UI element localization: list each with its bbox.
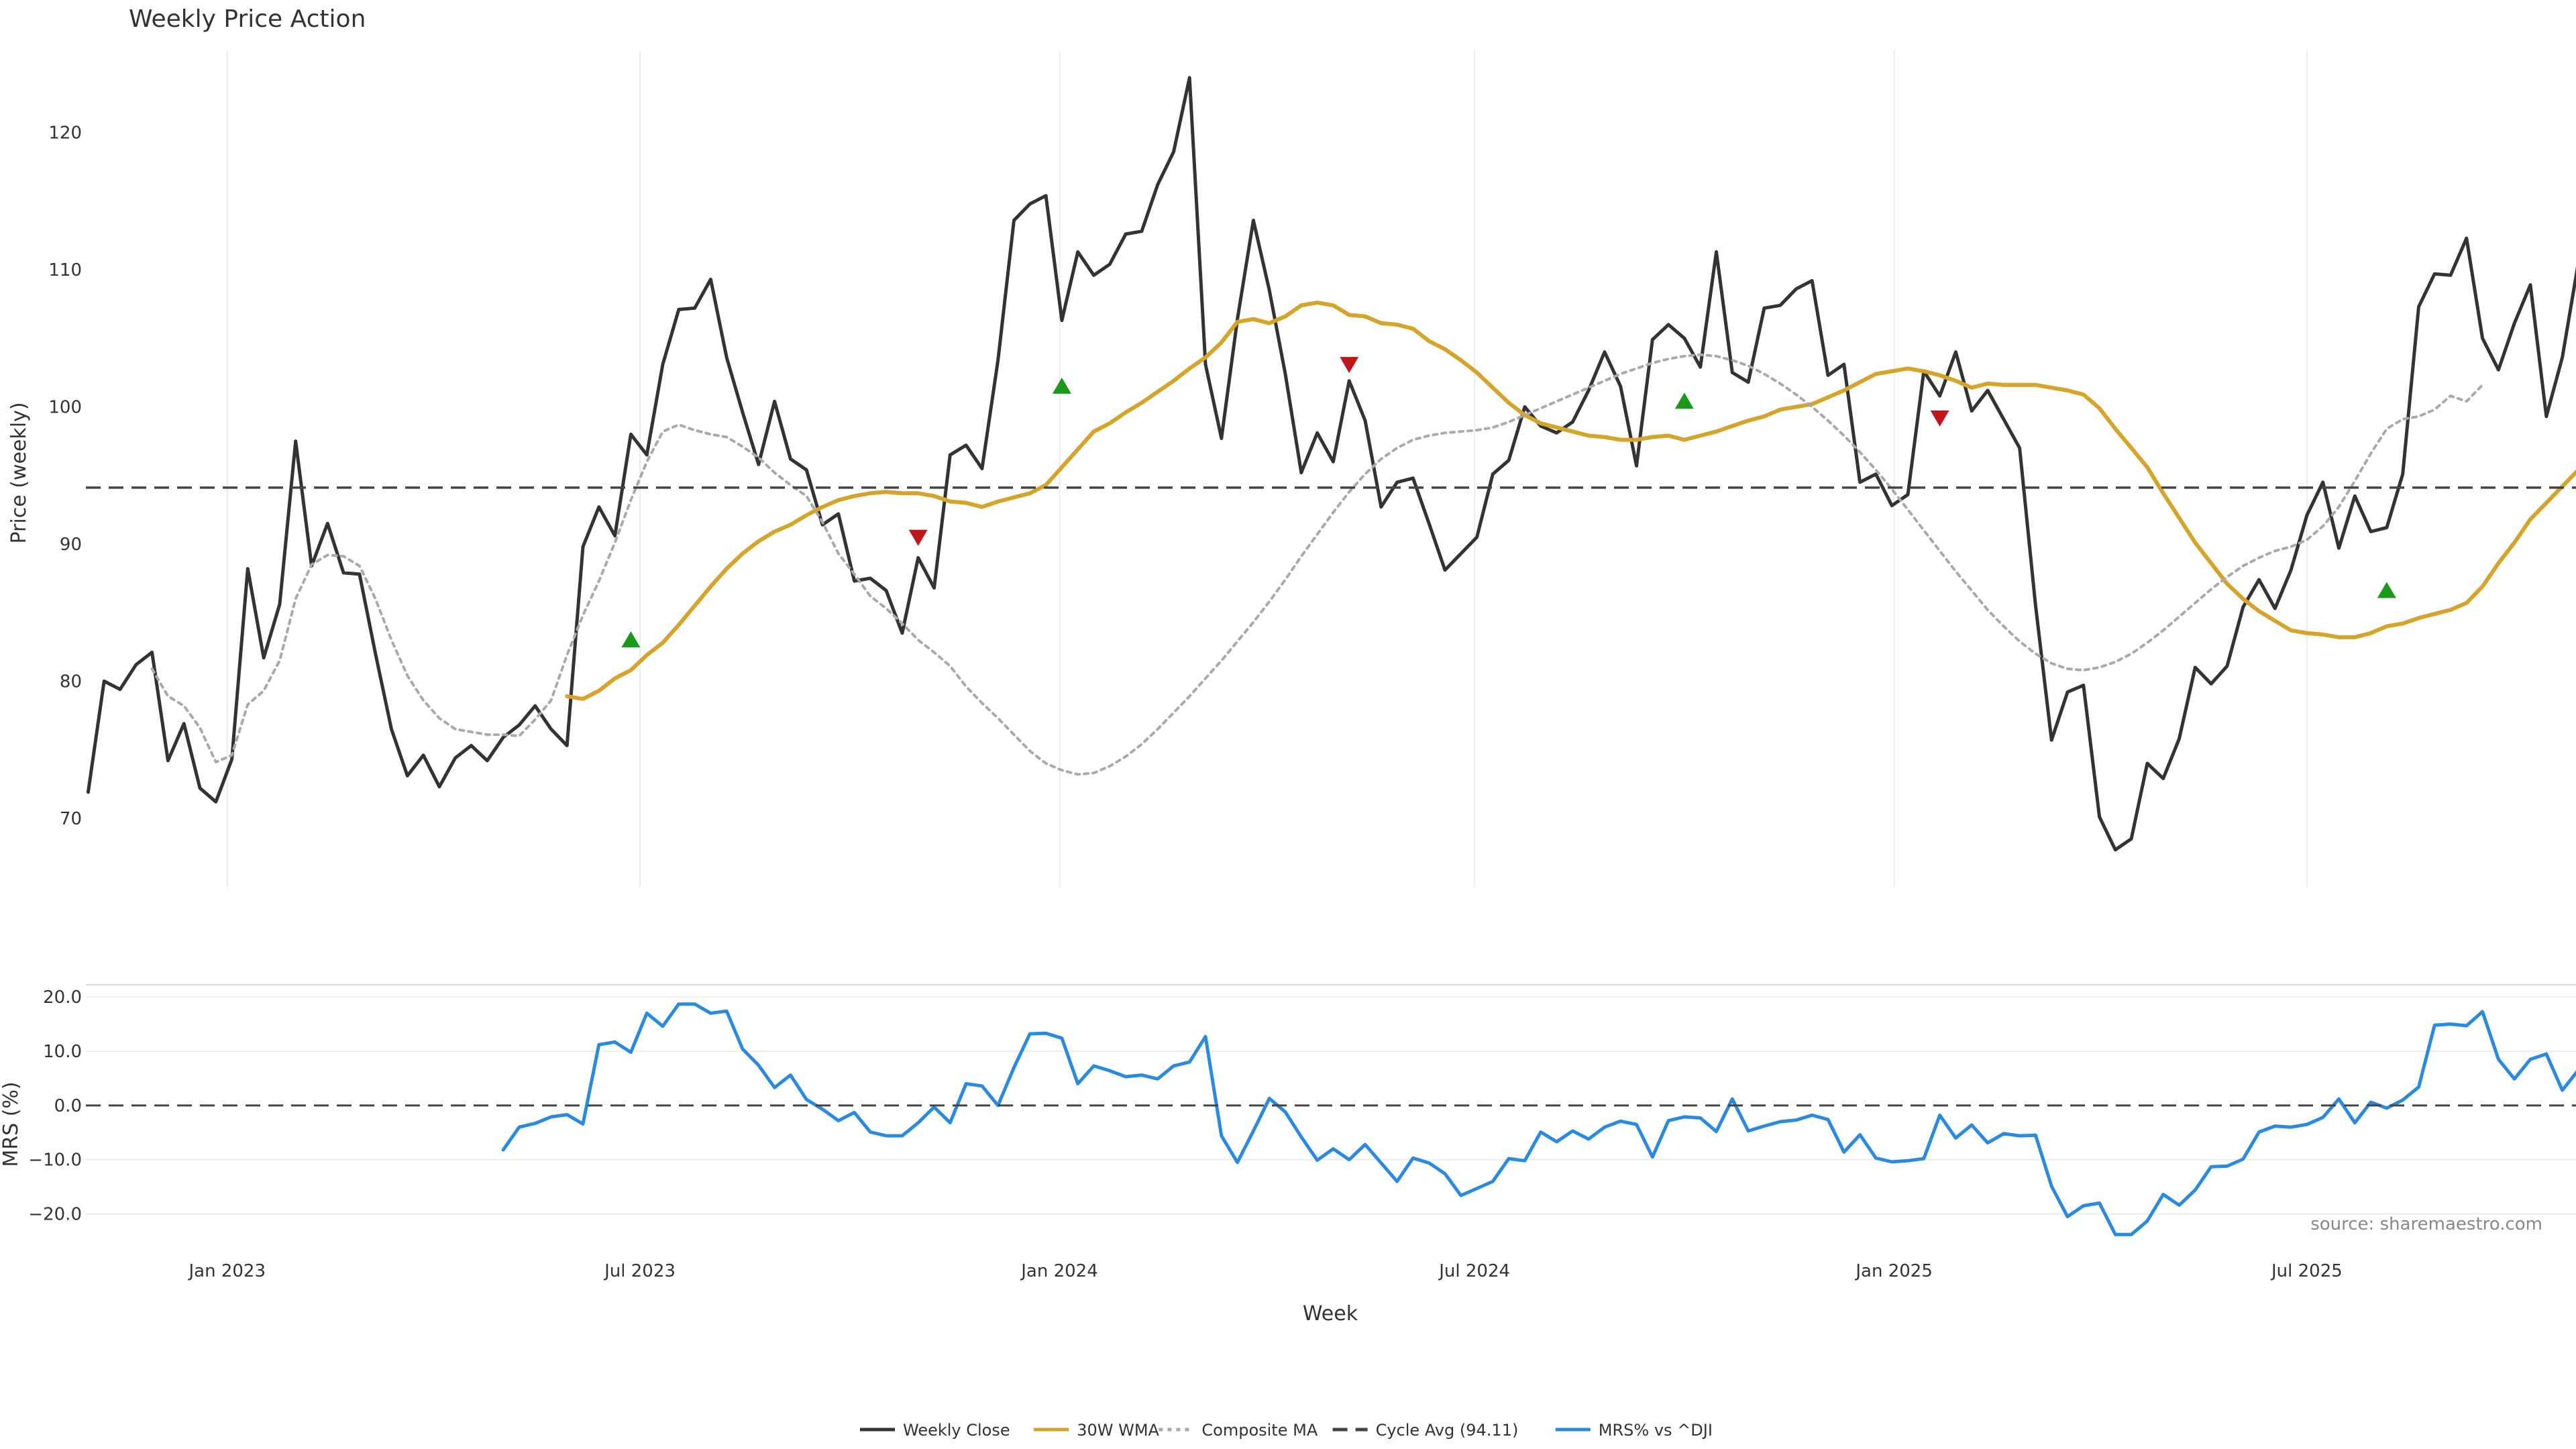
sell-marker: [908, 529, 928, 546]
buy-marker: [2377, 582, 2396, 598]
legend-label: MRS% vs ^DJI: [1599, 1421, 1713, 1440]
chart-title: Weekly Price Action: [129, 5, 366, 33]
legend: Weekly Close 30W WMA Composite MA Cycle Avg…: [860, 1421, 1713, 1440]
price-panel: 70 80 90 100 110 120: [48, 50, 2576, 887]
mrs-y-tick-label: 20.0: [43, 987, 82, 1008]
legend-label: Cycle Avg (94.11): [1376, 1421, 1519, 1440]
weekly-close-line: [86, 76, 2576, 852]
legend-label: 30W WMA: [1077, 1421, 1159, 1440]
price-y-tick-label: 80: [60, 672, 82, 692]
mrs-y-tick-label: 10.0: [43, 1042, 82, 1062]
x-axis-label: Week: [1303, 1302, 1358, 1326]
mrs-line: [501, 1002, 2576, 1236]
legend-label: Weekly Close: [903, 1421, 1010, 1440]
price-y-axis-label: Price (weekly): [7, 402, 31, 543]
x-tick-label: Jul 2025: [2270, 1261, 2343, 1281]
price-y-tick-label: 70: [60, 809, 82, 829]
mrs-panel: Jan 2023 Jul 2023 Jan 2024 Jul 2024 Jan 2025…: [28, 984, 2576, 1281]
x-tick-label: Jan 2024: [1020, 1261, 1098, 1281]
legend-label: Composite MA: [1201, 1421, 1318, 1440]
sell-marker: [1340, 357, 1359, 374]
price-y-tick-label: 100: [48, 398, 82, 418]
x-tick-label: Jan 2025: [1854, 1261, 1933, 1281]
source-note: source: sharemaestro.com: [2310, 1214, 2542, 1234]
mrs-y-axis-label: MRS (%): [0, 1081, 23, 1167]
wma-30w-line: [565, 301, 2576, 701]
mrs-y-tick-label: −10.0: [28, 1150, 82, 1171]
buy-marker: [1052, 377, 1071, 394]
mrs-y-tick-label: −20.0: [28, 1205, 82, 1225]
x-tick-label: Jul 2024: [1438, 1261, 1510, 1281]
price-y-tick-label: 110: [48, 260, 82, 280]
sell-marker: [1930, 410, 1949, 427]
buy-marker: [621, 631, 641, 648]
price-y-tick-label: 90: [60, 535, 82, 555]
composite-ma-line: [150, 353, 2484, 776]
price-y-tick-label: 120: [48, 123, 82, 144]
x-tick-label: Jul 2023: [603, 1261, 676, 1281]
buy-marker: [1674, 392, 1694, 409]
mrs-y-tick-label: 0.0: [54, 1096, 82, 1116]
x-tick-label: Jan 2023: [187, 1261, 266, 1281]
